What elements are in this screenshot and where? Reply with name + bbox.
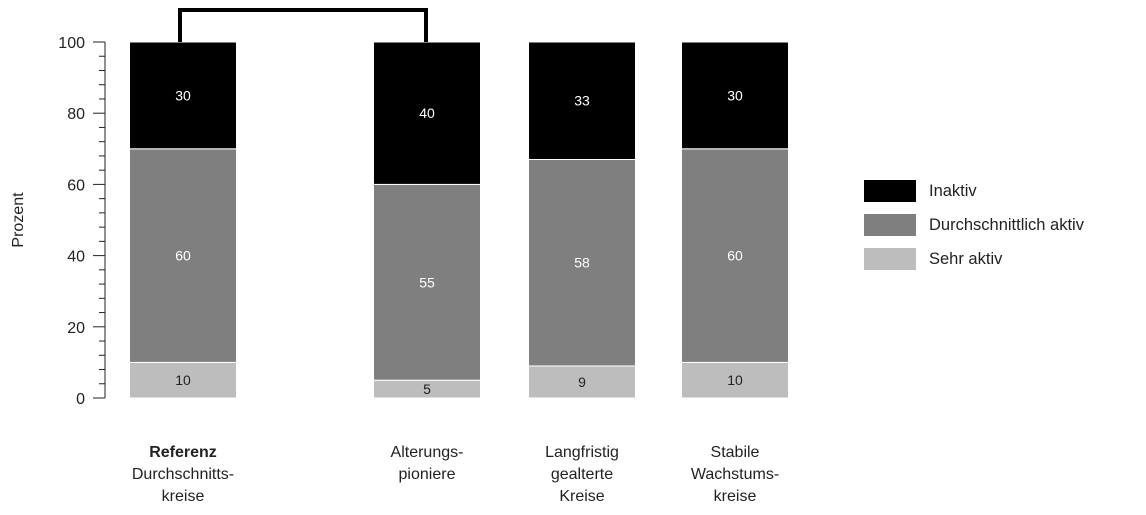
data-label: 60 — [175, 248, 191, 264]
bar-segment — [681, 361, 789, 399]
bar-segment — [129, 361, 237, 399]
data-label: 58 — [574, 255, 590, 271]
data-label: 5 — [423, 381, 431, 397]
category-label: Langfristig — [545, 444, 619, 461]
category-label-bold: Referenz — [149, 444, 217, 461]
legend-swatch — [864, 180, 916, 202]
data-label: 10 — [175, 372, 191, 388]
bar-segment — [528, 158, 636, 367]
y-tick-label: 60 — [67, 177, 85, 194]
category-label: Stabile — [711, 444, 760, 461]
data-label: 60 — [727, 248, 743, 264]
data-label: 30 — [175, 87, 191, 103]
category-label: Wachstums- — [691, 466, 779, 483]
y-tick-label: 80 — [67, 106, 85, 123]
legend-item: Durchschnittlich aktiv — [864, 208, 1084, 242]
y-tick-label: 20 — [67, 320, 85, 337]
legend-swatch — [864, 214, 916, 236]
category-label: kreise — [162, 488, 205, 505]
data-label: 9 — [578, 374, 586, 390]
bracket-line — [178, 8, 428, 42]
bar-segment — [528, 41, 636, 160]
category-labels: Referenz Durchschnitts-kreise Alterungs-pi… — [132, 444, 779, 505]
bar-segment — [129, 148, 237, 363]
bar-segment — [681, 41, 789, 150]
legend-label: Sehr aktiv — [929, 249, 1003, 268]
category-label: Kreise — [559, 488, 604, 505]
category-label: Durchschnitts- — [132, 466, 234, 483]
y-axis-label: Prozent — [10, 192, 27, 248]
legend-item: Sehr aktiv — [864, 242, 1084, 276]
legend-label: Durchschnittlich aktiv — [929, 215, 1084, 234]
bar-segment — [681, 148, 789, 363]
bar-segment — [373, 41, 481, 185]
y-tick-label: 40 — [67, 249, 85, 266]
legend-swatch — [864, 248, 916, 270]
category-label: kreise — [714, 488, 757, 505]
data-label: 33 — [574, 93, 590, 109]
y-axis: 0 20 40 60 80 100 — [58, 35, 106, 408]
bar-segment — [129, 41, 237, 150]
y-tick-label: 100 — [58, 35, 85, 52]
data-label: 10 — [727, 372, 743, 388]
data-label: 30 — [727, 87, 743, 103]
category-label: pioniere — [399, 466, 456, 483]
comparison-bracket — [178, 8, 428, 42]
legend-item: Inaktiv — [864, 174, 1084, 208]
bar-segment — [528, 365, 636, 399]
legend: Inaktiv Durchschnittlich aktiv Sehr aktiv — [864, 174, 1084, 276]
category-label: gealterte — [551, 466, 613, 483]
legend-label: Inaktiv — [929, 181, 977, 200]
bar-segment — [373, 183, 481, 381]
y-tick-label: 0 — [76, 391, 85, 408]
data-label: 55 — [419, 274, 435, 290]
category-label: Alterungs- — [391, 444, 464, 461]
data-label: 40 — [419, 105, 435, 121]
